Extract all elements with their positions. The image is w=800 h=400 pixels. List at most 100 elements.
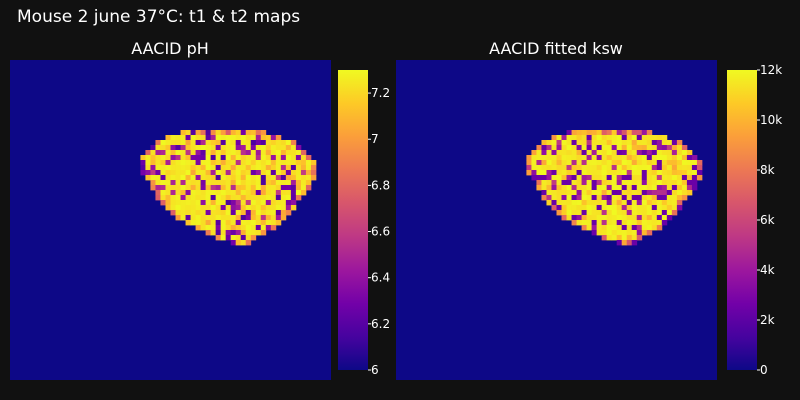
ph-colorbar: 6 6.2 6.4 6.6 6.8 7 7.2 (338, 70, 390, 377)
ksw-heatmap-cell (681, 185, 688, 191)
ph-heatmap-cell (160, 185, 166, 191)
ksw-heatmap-cell (626, 140, 633, 146)
ph-heatmap-cell (175, 190, 181, 196)
ksw-heatmap-cell (666, 150, 673, 156)
ph-heatmap-cell (260, 215, 267, 221)
ph-heatmap-cell (185, 180, 191, 186)
ph-heatmap-cell (175, 140, 181, 146)
ksw-heatmap-cell (636, 225, 643, 231)
ph-heatmap-cell (230, 220, 237, 226)
ph-heatmap-cell (200, 175, 207, 181)
ksw-heatmap-cell (581, 215, 587, 221)
ksw-heatmap-cell (651, 135, 658, 141)
ph-heatmap-cell (245, 195, 252, 201)
ksw-heatmap-cell (651, 170, 658, 176)
ksw-colorbar-tick-label: 12k (760, 63, 782, 77)
ksw-heatmap-cell (616, 215, 623, 221)
ph-heatmap-cell (245, 135, 252, 141)
ksw-heatmap-cell (646, 130, 653, 136)
ksw-heatmap-cell (676, 145, 683, 151)
ksw-heatmap-cell (596, 140, 603, 146)
ksw-heatmap-cell (591, 190, 598, 196)
ksw-heatmap-cell (561, 170, 567, 176)
ph-heatmap-cell (185, 210, 191, 216)
ph-heatmap-cell (265, 155, 272, 161)
ph-heatmap-cell (295, 170, 302, 176)
ph-heatmap-cell (295, 180, 302, 186)
ph-heatmap-cell (215, 185, 222, 191)
ph-heatmap-cell (165, 180, 171, 186)
ph-heatmap-cell (295, 145, 302, 151)
ksw-heatmap-cell (661, 180, 668, 186)
ph-heatmap-cell (190, 140, 196, 146)
ph-heatmap-cell (270, 205, 277, 211)
ph-heatmap-cell (230, 195, 237, 201)
ph-heatmap-cell (205, 155, 212, 161)
ksw-heatmap-cell (631, 175, 638, 181)
ph-heatmap-cell (160, 160, 166, 166)
ph-heatmap-cell (255, 200, 262, 206)
ph-heatmap-cell (250, 165, 257, 171)
ksw-heatmap-cell (631, 220, 638, 226)
ksw-heatmap-cell (646, 185, 653, 191)
ph-heatmap-cell (245, 205, 252, 211)
ksw-heatmap-cell (551, 155, 557, 161)
ph-heatmap-cell (200, 130, 207, 136)
ph-heatmap-cell (190, 175, 196, 181)
ksw-heatmap-cell (576, 210, 582, 216)
ph-heatmap-cell (155, 170, 161, 176)
ph-heatmap-cell (195, 190, 201, 196)
ph-heatmap-cell (210, 130, 217, 136)
ph-heatmap-cell (215, 210, 222, 216)
ksw-heatmap-cell (666, 170, 673, 176)
ksw-heatmap-cell (681, 190, 688, 196)
ksw-heatmap-cell (571, 165, 577, 171)
ksw-heatmap-cell (681, 145, 688, 151)
ph-heatmap-cell (235, 205, 242, 211)
ksw-heatmap-cell (581, 225, 587, 231)
ksw-heatmap-cell (661, 135, 668, 141)
ksw-heatmap-cell (696, 175, 703, 181)
ph-heatmap-cell (240, 135, 247, 141)
ksw-heatmap-cell (691, 180, 698, 186)
ksw-heatmap-cell (636, 200, 643, 206)
ph-heatmap-cell (190, 155, 196, 161)
ph-heatmap-cell (225, 155, 232, 161)
ph-heatmap-cell (225, 195, 232, 201)
ph-heatmap-cell (245, 215, 252, 221)
ph-heatmap-cell (170, 190, 176, 196)
ksw-heatmap-cell (611, 150, 618, 156)
ksw-heatmap-cell (566, 140, 572, 146)
ph-heatmap-cell (200, 165, 207, 171)
ksw-heatmap-cell (621, 185, 628, 191)
ksw-heatmap-cell (566, 170, 572, 176)
ksw-heatmap-cell (526, 170, 532, 176)
ksw-heatmap-cell (641, 130, 648, 136)
ph-heatmap-cell (230, 185, 237, 191)
ph-heatmap-cell (195, 160, 201, 166)
ksw-heatmap-cell (686, 180, 693, 186)
ksw-heatmap-cell (606, 215, 613, 221)
ksw-heatmap-cell (636, 155, 643, 161)
ph-heatmap-cell (235, 225, 242, 231)
ksw-heatmap-cell (576, 180, 582, 186)
ph-heatmap-cell (280, 145, 287, 151)
ph-heatmap-cell (295, 150, 302, 156)
ksw-heatmap-cell (551, 200, 557, 206)
ksw-heatmap-cell (601, 135, 608, 141)
ph-heatmap-cell (205, 170, 212, 176)
ksw-heatmap-cell (671, 205, 678, 211)
ksw-heatmap-cell (571, 145, 577, 151)
ksw-heatmap-cell (586, 185, 593, 191)
ph-heatmap-cell (235, 130, 242, 136)
ph-colorbar-tick-label: 7 (371, 132, 379, 146)
ksw-heatmap-cell (636, 140, 643, 146)
ksw-heatmap-cell (541, 195, 547, 201)
ph-heatmap-cell (170, 170, 176, 176)
ph-heatmap-cell (195, 225, 201, 231)
ksw-heatmap-cell (566, 195, 572, 201)
ph-heatmap-cell (155, 150, 161, 156)
ksw-heatmap-cell (621, 170, 628, 176)
ph-heatmap-cell (210, 205, 217, 211)
ph-heatmap-cell (290, 185, 297, 191)
